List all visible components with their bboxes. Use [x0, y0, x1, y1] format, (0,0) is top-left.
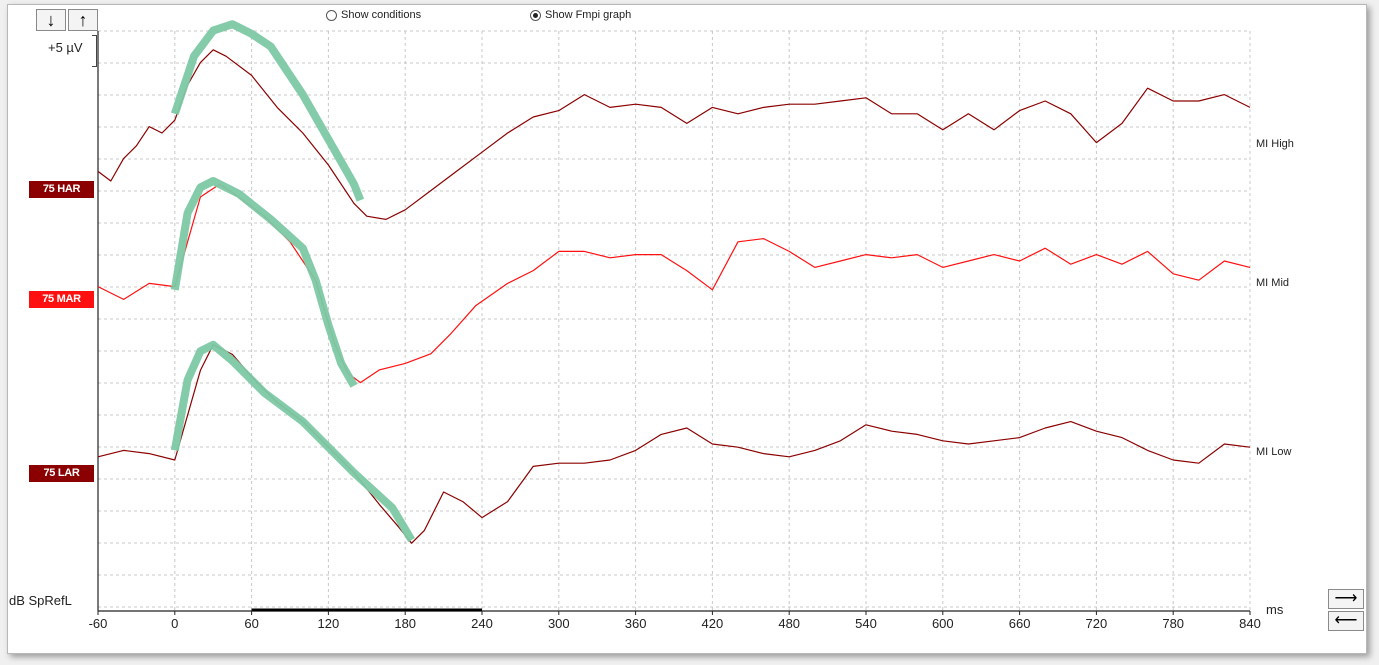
condition-tag-high[interactable]: 75 HAR — [29, 181, 94, 198]
condition-tag-mid[interactable]: 75 MAR — [29, 291, 94, 308]
fmpi-overlay-line — [171, 20, 365, 202]
scroll-left-button[interactable]: ⟵ — [1328, 611, 1364, 631]
x-tick-labels: -60 0 60 120 180 240 300 360 420 480 540 600 660 720 7… — [89, 616, 1261, 631]
trace-line — [97, 183, 1251, 384]
fmpi-overlay — [170, 20, 416, 543]
scale-bar — [92, 35, 97, 67]
x-tick-label: 840 — [1239, 616, 1261, 631]
x-tick-label: 300 — [548, 616, 570, 631]
x-tick-label: -60 — [89, 616, 108, 631]
x-tick-label: 0 — [171, 616, 178, 631]
scale-down-button[interactable]: ↓ — [36, 9, 66, 31]
evoked-response-chart: -60 0 60 120 180 240 300 360 420 480 540 600 660 720 7… — [89, 20, 1261, 631]
chart-panel: ↓ ↑ Show conditions Show Fmpi graph +5 µ… — [7, 4, 1367, 654]
fmpi-overlay-line — [170, 177, 358, 388]
x-axis-unit-label: ms — [1266, 602, 1284, 617]
x-tick-label: 420 — [702, 616, 724, 631]
x-tick-label: 360 — [625, 616, 647, 631]
trace-line — [97, 49, 1251, 220]
y-axis-label: dB SpRefL — [9, 593, 72, 608]
fmpi-overlay-line — [170, 340, 416, 543]
show-conditions-radio[interactable]: Show conditions — [326, 9, 421, 21]
trace-name-low: MI Low — [1256, 446, 1292, 458]
trace-line — [97, 344, 1251, 544]
trace-name-high: MI High — [1256, 138, 1294, 150]
show-fmpi-label: Show Fmpi graph — [545, 9, 632, 21]
x-tick-label: 180 — [394, 616, 416, 631]
grid — [98, 30, 1251, 611]
show-conditions-label: Show conditions — [341, 9, 422, 21]
radio-selected-icon — [530, 9, 541, 21]
scroll-right-button[interactable]: ⟶ — [1328, 589, 1364, 609]
x-tick-label: 240 — [471, 616, 493, 631]
x-tick-label: 660 — [1009, 616, 1031, 631]
scale-up-button[interactable]: ↑ — [68, 9, 98, 31]
radio-empty-icon — [326, 9, 337, 21]
condition-tag-low[interactable]: 75 LAR — [29, 465, 94, 482]
show-fmpi-radio[interactable]: Show Fmpi graph — [530, 9, 631, 21]
traces — [97, 49, 1251, 544]
x-tick-label: 540 — [855, 616, 877, 631]
x-tick-label: 60 — [244, 616, 258, 631]
x-tick-label: 480 — [778, 616, 800, 631]
scale-label: +5 µV — [48, 40, 83, 55]
axes — [97, 31, 1251, 615]
x-tick-label: 120 — [318, 616, 340, 631]
x-tick-label: 600 — [932, 616, 954, 631]
x-tick-label: 780 — [1162, 616, 1184, 631]
trace-name-mid: MI Mid — [1256, 277, 1289, 289]
x-tick-label: 720 — [1086, 616, 1108, 631]
